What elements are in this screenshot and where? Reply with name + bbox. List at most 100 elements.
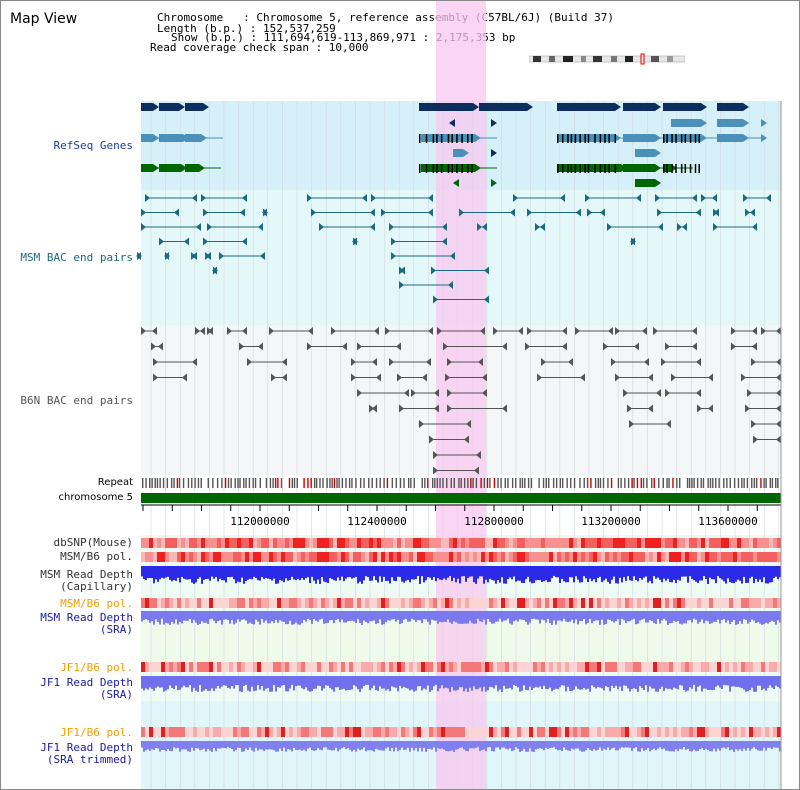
msm-depth-sra-bar [729,611,731,625]
msm-depth-sra-bar [445,611,447,623]
jf1-depth-sra-bar [635,676,637,690]
msm-pair-end [587,208,592,217]
jf1-depth-sra-bar [549,676,551,688]
msm-depth-cap-bar [539,566,541,581]
jf1-depth-trim-bar [637,741,639,752]
label-jf1-b6-pol-2[interactable]: JF1/B6 pol. [60,726,133,739]
label-refseq-genes[interactable]: RefSeq Genes [53,139,133,152]
msm-depth-cap-bar [493,566,495,581]
jf1-pol2-cell [525,727,529,737]
jf1-pol2-cell [493,727,497,737]
chromosome-ideogram[interactable] [529,53,685,65]
jf1-depth-sra-bar [711,676,713,691]
msm-depth-cap-bar [455,566,457,583]
repeat-mark [519,478,521,488]
msm-depth-sra-bar [375,611,377,624]
jf1-depth-sra-bar [679,676,681,686]
jf1-pol2-cell [745,727,749,737]
dbsnp-cell [625,538,629,548]
msm-depth-cap-bar [485,566,487,580]
jf1-pol-cell [657,662,661,672]
label-msm-bac[interactable]: MSM BAC end pairs [20,251,133,264]
jf1-depth-trim-bar [687,741,689,749]
msm-depth-cap-bar [545,566,547,581]
jf1-depth-trim-bar [421,741,423,752]
jf1-pol2-cell [689,727,693,737]
jf1-pol2-cell [309,727,313,737]
exon-tick [440,164,443,173]
jf1-depth-trim-bar [221,741,223,748]
jf1-depth-trim-bar [167,741,169,750]
jf1-pol2-cell [277,727,281,737]
msm-pair-end [431,266,436,275]
msm-pol2-cell [749,598,753,608]
dbsnp-cell [181,538,185,548]
jf1-pol2-cell [593,727,597,737]
msm-pol2-cell [253,598,257,608]
jf1-depth-sra-bar [243,676,245,686]
msm-depth-cap-bar [489,566,491,579]
msm-depth-sra-bar [461,611,463,624]
label-msm-b6-pol-1[interactable]: MSM/B6 pol. [60,550,133,563]
b6n-pair-end [282,373,287,382]
repeat-mark [493,478,496,488]
jf1-depth-sra-bar [763,676,765,689]
label-repeat[interactable]: Repeat [97,477,133,488]
jf1-depth-trim-bar [657,741,659,749]
jf1-depth-sra-bar [655,676,657,692]
exon-tick [447,134,450,143]
repeat-mark [224,478,227,488]
msm-pol-cell [741,552,745,562]
jf1-depth-sra-bar [533,676,535,688]
jf1-pol-cell [177,662,181,672]
msm-pol-cell [477,552,481,562]
msm-pol-cell [449,552,453,562]
msm-depth-sra-bar [703,611,705,624]
dbsnp-cell [389,538,393,548]
jf1-depth-trim-bar [315,741,317,751]
msm-depth-cap-bar [713,566,715,580]
dbsnp-cell [729,538,733,548]
msm-depth-cap-bar [209,566,211,581]
msm-depth-sra-bar [635,611,637,625]
jf1-depth-sra-bar [561,676,563,686]
jf1-pol2-cell [709,727,713,737]
label-msm-read-depth-sra[interactable]: MSM Read Depth [40,611,133,624]
dbsnp-cell [169,538,173,548]
b6n-pair-end [195,327,200,335]
label-jf1-read-depth-trim[interactable]: JF1 Read Depth [40,741,133,754]
msm-pol2-cell [449,598,453,608]
msm-pol-cell [193,552,197,562]
label-jf1-b6-pol-1[interactable]: JF1/B6 pol. [60,661,133,674]
msm-depth-cap-bar [511,566,513,580]
label-b6n-bac[interactable]: B6N BAC end pairs [20,394,133,407]
label-jf1-read-depth-sra[interactable]: JF1 Read Depth [40,676,133,689]
jf1-pol-cell [333,662,337,672]
label-chromosome[interactable]: chromosome 5 [58,492,133,503]
label-dbsnp[interactable]: dbSNP(Mouse) [53,536,133,549]
msm-depth-cap-bar [305,566,307,579]
repeat-mark [741,478,743,488]
exon-tick [608,164,610,173]
msm-depth-cap-bar [533,566,535,583]
repeat-mark [610,478,613,488]
jf1-depth-sra-bar [593,676,595,688]
repeat-mark [707,478,709,488]
msm-pol-cell [257,552,261,562]
jf1-depth-trim-bar [191,741,193,748]
dbsnp-cell [337,538,341,548]
jf1-depth-sra-bar [433,676,435,687]
msm-depth-sra-bar [481,611,483,623]
msm-depth-sra-bar [353,611,355,622]
jf1-depth-sra-bar [419,676,421,687]
msm-pol-cell [293,552,297,562]
msm-depth-sra-bar [695,611,697,620]
jf1-depth-trim-bar [435,741,437,752]
msm-depth-sra-bar [259,611,261,625]
label-msm-read-depth-cap[interactable]: MSM Read Depth [40,568,133,581]
msm-pol-cell [677,552,681,562]
jf1-depth-trim-bar [363,741,365,748]
dbsnp-cell [773,538,777,548]
label-msm-b6-pol-2[interactable]: MSM/B6 pol. [60,597,133,610]
